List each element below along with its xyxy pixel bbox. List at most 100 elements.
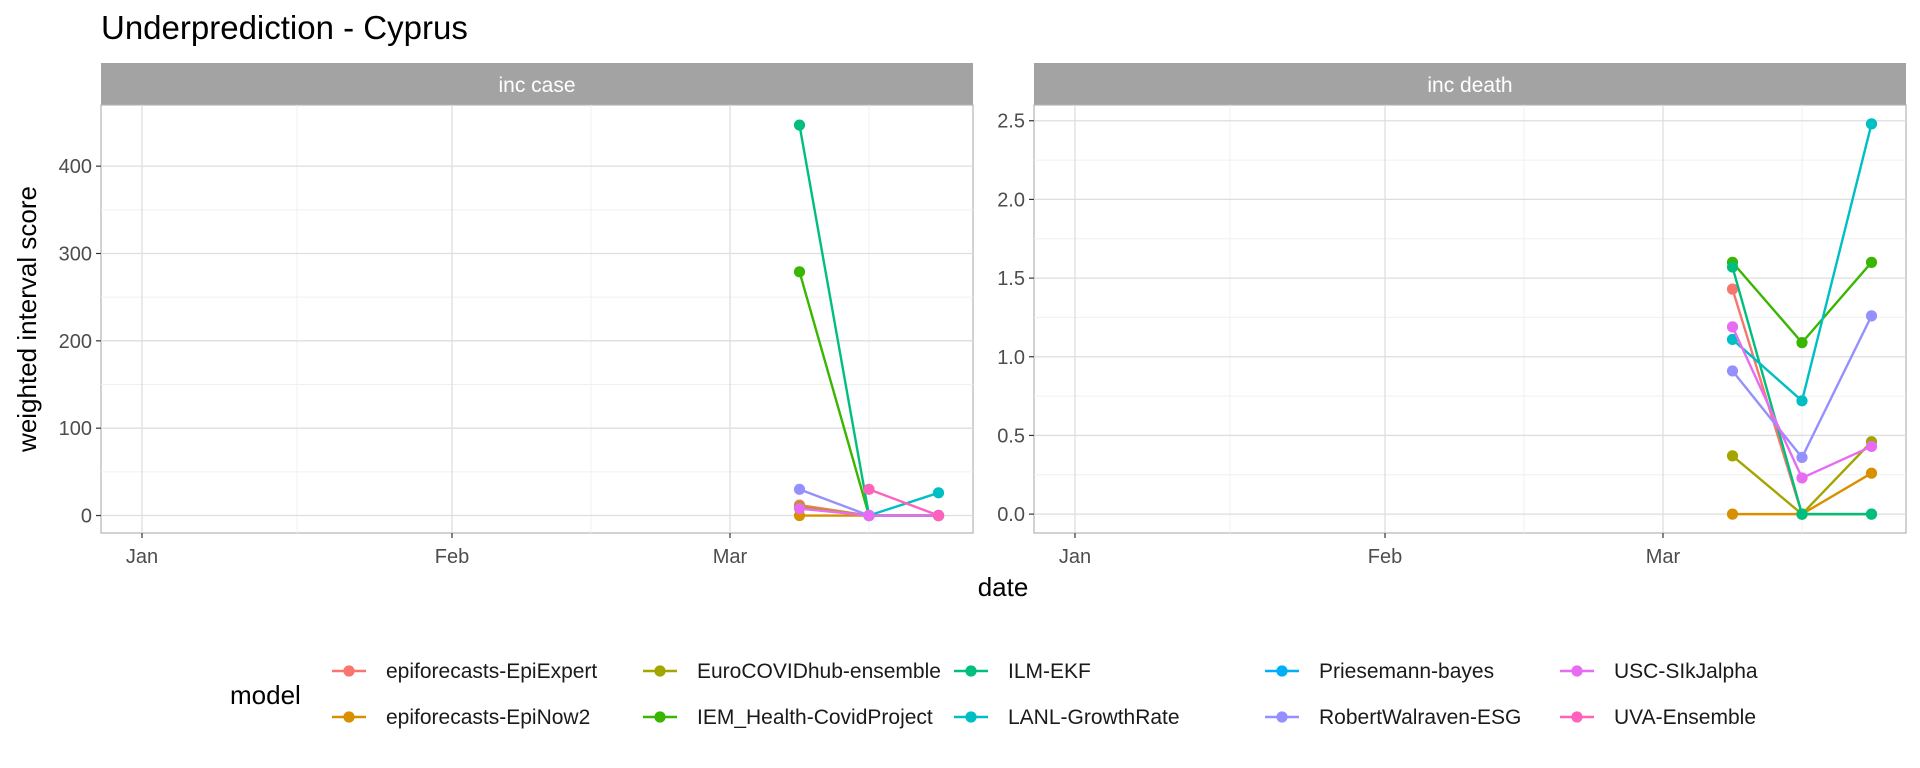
y-tick-label: 0.0 bbox=[997, 504, 1025, 526]
legend-entry-lanl-growthrate: LANL-GrowthRate bbox=[954, 706, 1180, 729]
series-uva-ensemble bbox=[863, 483, 945, 522]
legend-title: model bbox=[230, 680, 301, 710]
legend-label: EuroCOVIDhub-ensemble bbox=[697, 660, 941, 683]
legend-label: ILM-EKF bbox=[1008, 660, 1091, 683]
x-tick-label: Feb bbox=[435, 546, 469, 568]
gridlines-left bbox=[101, 105, 973, 533]
panel-inc-case: inc case 0 100 200 300 400 Jan Feb Mar bbox=[59, 63, 974, 568]
x-tick-label: Mar bbox=[1646, 546, 1681, 568]
legend-entry-priesemann-bayes: Priesemann-bayes bbox=[1265, 660, 1494, 683]
x-tick-label: Mar bbox=[713, 546, 748, 568]
data-point-robertwalraven-esg bbox=[1865, 310, 1878, 322]
data-point-iem-health-covidproject bbox=[793, 266, 806, 278]
data-point-epiforecasts-epinow2 bbox=[1865, 467, 1878, 479]
legend-label: LANL-GrowthRate bbox=[1008, 706, 1180, 729]
legend-label: USC-SIkJalpha bbox=[1614, 660, 1758, 683]
legend-entry-usc-sikjalpha: USC-SIkJalpha bbox=[1560, 660, 1758, 683]
legend-label: epiforecasts-EpiExpert bbox=[386, 660, 597, 683]
x-tick-label: Jan bbox=[126, 546, 158, 568]
x-axis-ticks-left: Jan Feb Mar bbox=[126, 533, 748, 568]
chart-title: Underprediction - Cyprus bbox=[101, 9, 468, 46]
plot-panel-right bbox=[1033, 104, 1907, 534]
data-point-usc-sikjalpha bbox=[1796, 472, 1808, 484]
data-point-usc-sikjalpha bbox=[1865, 440, 1878, 453]
legend: model epiforecasts-EpiExpertepiforecasts… bbox=[230, 660, 1758, 729]
data-point-epiforecasts-epiexpert bbox=[1726, 283, 1739, 295]
legend-entry-epiforecasts-epinow2: epiforecasts-EpiNow2 bbox=[332, 706, 590, 729]
legend-key-point bbox=[343, 711, 355, 723]
data-point-lanl-growthrate bbox=[1726, 333, 1739, 346]
legend-label: UVA-Ensemble bbox=[1614, 706, 1756, 729]
data-point-usc-sikjalpha bbox=[793, 502, 806, 515]
legend-key-point bbox=[654, 711, 666, 723]
legend-items: epiforecasts-EpiExpert epiforecasts-EpiNo… bbox=[332, 660, 1758, 729]
legend-key-point bbox=[1571, 665, 1583, 677]
x-axis-ticks-right: Jan Feb Mar bbox=[1059, 533, 1681, 568]
legend-entry-iem-health-covidproject: IEM_Health-CovidProject bbox=[643, 706, 933, 729]
data-point-ilm-ekf bbox=[793, 119, 806, 131]
facet-strip-right bbox=[1034, 63, 1906, 105]
series-lanl-growthrate bbox=[1726, 118, 1878, 407]
data-point-eurocovidhub-ensemble bbox=[1726, 450, 1739, 462]
y-tick-label: 2.5 bbox=[997, 111, 1025, 133]
y-axis-ticks-left: 0 100 200 300 400 bbox=[59, 156, 101, 528]
y-tick-label: 400 bbox=[59, 156, 92, 178]
data-point-lanl-growthrate bbox=[932, 487, 945, 499]
y-tick-label: 0 bbox=[81, 506, 92, 528]
data-point-uva-ensemble bbox=[932, 509, 945, 522]
facet-strip-left bbox=[101, 63, 973, 105]
x-tick-label: Feb bbox=[1368, 546, 1402, 568]
panel-inc-death: inc death 0.0 0.5 1.0 1.5 2.0 2.5 Jan Feb Mar bbox=[997, 63, 1907, 568]
y-tick-label: 2.0 bbox=[997, 189, 1025, 211]
series-robertwalraven-esg bbox=[1726, 310, 1878, 464]
plot-panel-left bbox=[100, 104, 974, 534]
legend-label: epiforecasts-EpiNow2 bbox=[386, 706, 590, 729]
y-tick-label: 300 bbox=[59, 243, 92, 265]
legend-entry-ilm-ekf: ILM-EKF bbox=[954, 660, 1091, 683]
y-tick-label: 1.0 bbox=[997, 347, 1025, 369]
legend-entry-uva-ensemble: UVA-Ensemble bbox=[1560, 706, 1756, 729]
legend-key-point bbox=[1276, 711, 1288, 723]
data-point-usc-sikjalpha bbox=[863, 509, 875, 522]
series-layer-left bbox=[793, 119, 945, 522]
legend-entry-epiforecasts-epiexpert: epiforecasts-EpiExpert bbox=[332, 660, 597, 683]
x-tick-label: Jan bbox=[1059, 546, 1091, 568]
series-line-uva-ensemble bbox=[868, 488, 939, 517]
data-point-epiforecasts-epinow2 bbox=[1726, 508, 1739, 520]
y-axis-title: weighted interval score bbox=[12, 186, 42, 453]
legend-key-point bbox=[1571, 711, 1583, 723]
data-point-robertwalraven-esg bbox=[1726, 365, 1739, 377]
y-tick-label: 200 bbox=[59, 331, 92, 353]
data-point-usc-sikjalpha bbox=[1726, 321, 1739, 333]
data-point-ilm-ekf bbox=[1796, 508, 1808, 520]
facet-label-right: inc death bbox=[1427, 74, 1512, 97]
data-point-iem-health-covidproject bbox=[1796, 337, 1808, 349]
series-usc-sikjalpha bbox=[1726, 321, 1878, 484]
data-point-ilm-ekf bbox=[1865, 508, 1878, 520]
legend-label: RobertWalraven-ESG bbox=[1319, 706, 1521, 729]
legend-key-point bbox=[654, 665, 666, 677]
x-axis-title: date bbox=[978, 572, 1029, 602]
data-point-lanl-growthrate bbox=[1865, 118, 1878, 130]
y-tick-label: 1.5 bbox=[997, 268, 1025, 290]
data-point-iem-health-covidproject bbox=[1865, 256, 1878, 268]
facet-label-left: inc case bbox=[498, 74, 575, 97]
data-point-uva-ensemble bbox=[863, 483, 875, 495]
legend-key-point bbox=[965, 711, 977, 723]
data-point-robertwalraven-esg bbox=[1796, 451, 1808, 464]
series-line-lanl-growthrate bbox=[868, 491, 939, 517]
legend-key-point bbox=[343, 665, 355, 677]
legend-label: Priesemann-bayes bbox=[1319, 660, 1494, 683]
data-point-lanl-growthrate bbox=[1796, 395, 1808, 407]
data-point-robertwalraven-esg bbox=[793, 483, 806, 495]
legend-key-point bbox=[1276, 665, 1288, 677]
series-ilm-ekf bbox=[1726, 261, 1878, 520]
legend-entry-eurocovidhub-ensemble: EuroCOVIDhub-ensemble bbox=[643, 660, 941, 683]
series-layer-right bbox=[1726, 118, 1878, 520]
y-tick-label: 100 bbox=[59, 418, 92, 440]
legend-label: IEM_Health-CovidProject bbox=[697, 706, 933, 729]
legend-key-point bbox=[965, 665, 977, 677]
y-axis-ticks-right: 0.0 0.5 1.0 1.5 2.0 2.5 bbox=[997, 111, 1034, 526]
y-tick-label: 0.5 bbox=[997, 425, 1025, 447]
